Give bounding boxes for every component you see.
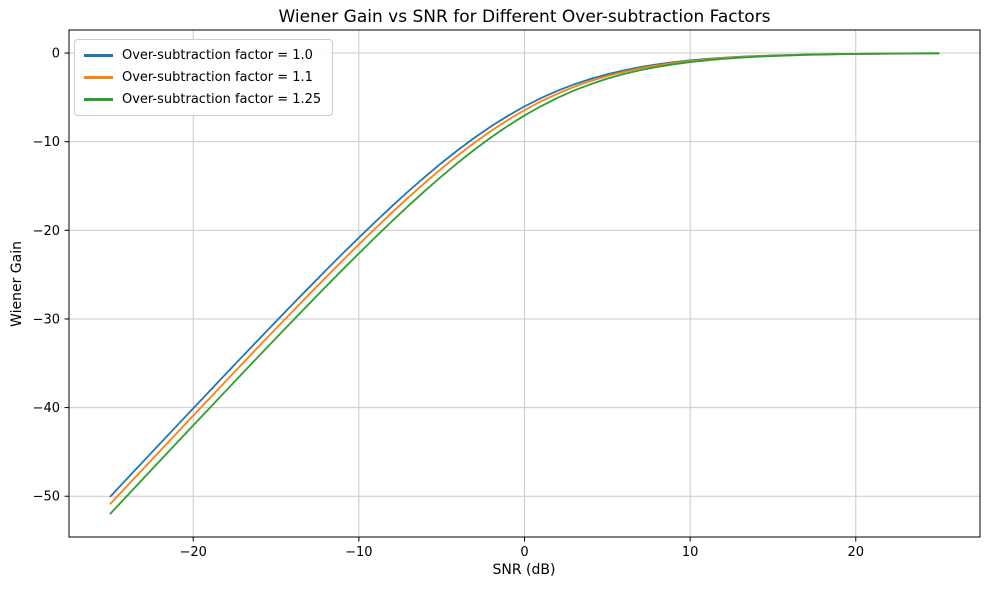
legend-label: Over-subtraction factor = 1.0 [122,48,313,63]
legend-label: Over-subtraction factor = 1.1 [122,70,313,85]
chart-title: Wiener Gain vs SNR for Different Over-su… [278,7,771,27]
y-tick-label: −50 [33,490,60,505]
x-axis-label: SNR (dB) [492,562,556,578]
y-tick-label: −40 [33,401,60,416]
y-tick-label: −10 [33,135,60,150]
y-tick-label: −20 [33,224,60,239]
legend-line-swatch [84,54,113,57]
y-tick-label: −30 [33,312,60,327]
legend-line-swatch [84,76,113,79]
series-line [109,52,940,515]
x-tick-label: 0 [520,545,528,560]
y-tick-label: 0 [52,47,60,62]
x-tick-label: 20 [847,545,864,560]
legend: Over-subtraction factor = 1.0 Over-subtr… [74,39,334,116]
legend-item: Over-subtraction factor = 1.25 [84,91,321,108]
legend-item: Over-subtraction factor = 1.0 [84,47,321,64]
legend-item: Over-subtraction factor = 1.1 [84,69,321,86]
x-tick-label: −10 [345,545,372,560]
legend-label: Over-subtraction factor = 1.25 [122,92,322,107]
y-axis-label: Wiener Gain [9,241,25,327]
legend-line-swatch [84,98,113,101]
x-tick-label: 10 [682,545,699,560]
x-tick-label: −20 [180,545,207,560]
